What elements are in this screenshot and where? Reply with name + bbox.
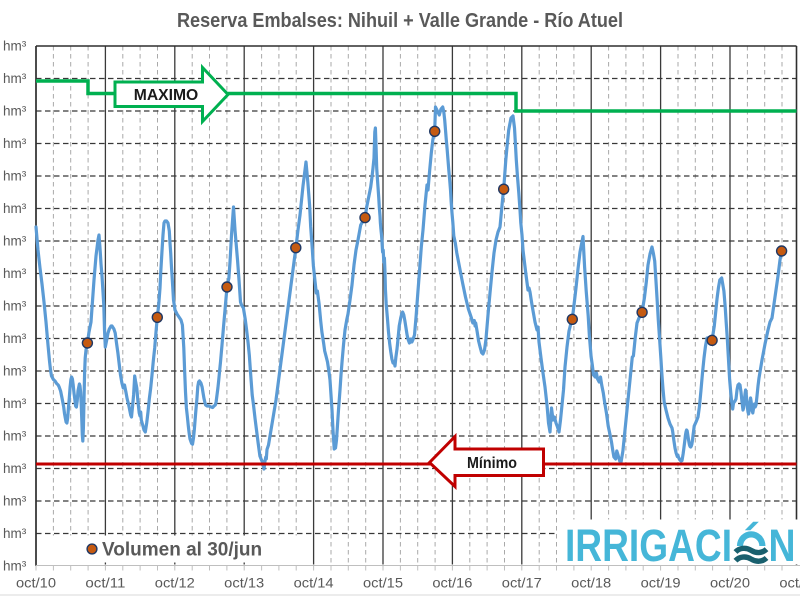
svg-text:N: N [769, 520, 796, 571]
svg-text:hm³: hm³ [3, 266, 27, 281]
svg-text:oct/20: oct/20 [710, 575, 750, 591]
svg-text:Mínimo: Mínimo [467, 455, 517, 472]
svg-text:oct/12: oct/12 [155, 575, 195, 591]
svg-text:hm³: hm³ [3, 136, 27, 151]
svg-text:hm³: hm³ [3, 461, 27, 476]
svg-text:Volumen al 30/jun: Volumen al 30/jun [102, 540, 262, 561]
svg-text:oct/16: oct/16 [432, 575, 472, 591]
svg-text:MAXIMO: MAXIMO [134, 87, 199, 104]
svg-text:oct/11: oct/11 [85, 575, 125, 591]
svg-text:hm³: hm³ [3, 104, 27, 119]
svg-text:hm³: hm³ [3, 526, 27, 541]
svg-text:hm³: hm³ [3, 169, 27, 184]
svg-text:oct/19: oct/19 [641, 575, 681, 591]
svg-text:Reserva Embalses: Nihuil + Val: Reserva Embalses: Nihuil + Valle Grande … [177, 10, 623, 32]
svg-text:hm³: hm³ [3, 396, 27, 411]
svg-text:hm³: hm³ [3, 234, 27, 249]
svg-text:IRRIGACI: IRRIGACI [565, 520, 732, 571]
svg-text:oct/18: oct/18 [571, 575, 611, 591]
svg-text:oct/10: oct/10 [16, 575, 56, 591]
svg-text:hm³: hm³ [3, 429, 27, 444]
svg-text:oct/15: oct/15 [363, 575, 403, 591]
svg-text:oct/21: oct/21 [779, 575, 800, 591]
svg-text:hm³: hm³ [3, 299, 27, 314]
svg-text:oct/14: oct/14 [294, 575, 334, 591]
svg-text:hm³: hm³ [3, 364, 27, 379]
svg-text:hm³: hm³ [3, 331, 27, 346]
svg-text:hm³: hm³ [3, 71, 27, 86]
svg-text:hm³: hm³ [3, 559, 27, 574]
svg-text:oct/17: oct/17 [502, 575, 542, 591]
svg-text:hm³: hm³ [3, 39, 27, 54]
svg-text:oct/13: oct/13 [224, 575, 264, 591]
svg-text:hm³: hm³ [3, 494, 27, 509]
svg-text:hm³: hm³ [3, 201, 27, 216]
